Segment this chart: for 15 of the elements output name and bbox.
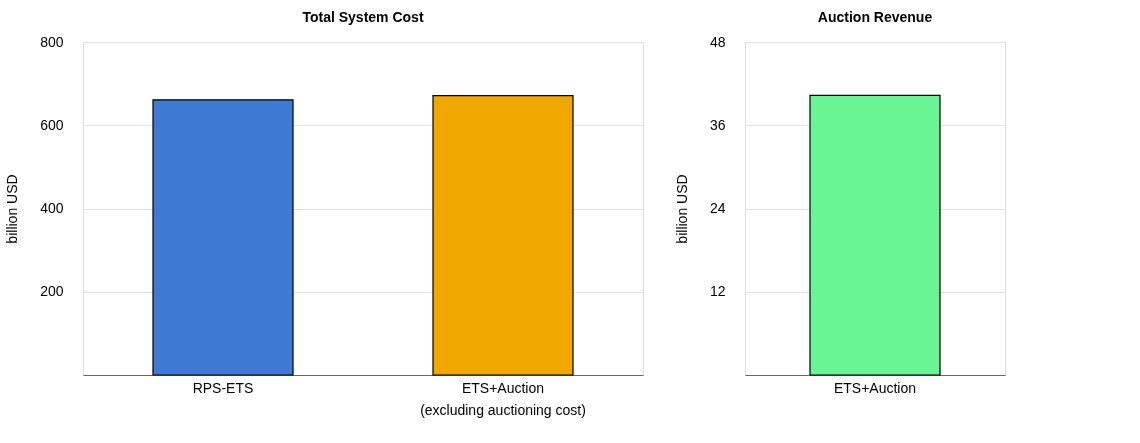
x-tick-label: ETS+Auction (excluding auctioning cost) [420, 379, 586, 418]
y-tick-label: 36 [709, 116, 726, 133]
y-tick-label: 600 [40, 116, 64, 133]
y-tick-label: 400 [40, 200, 64, 216]
chart-title: Total System Cost [302, 9, 424, 25]
y-axis-title: billion USD [4, 174, 21, 244]
y-tick-label: 48 [709, 33, 726, 50]
y-tick-label: 12 [709, 283, 726, 300]
chart-title: Auction Revenue [817, 9, 933, 25]
y-tick-label: 200 [40, 283, 64, 300]
y-tick-label: 24 [709, 200, 726, 216]
y-axis-title: billion USD [673, 174, 690, 244]
x-tick-label: ETS+Auction [833, 379, 917, 396]
y-tick-label: 800 [40, 33, 64, 50]
x-tick-label: RPS-ETS [192, 379, 254, 396]
